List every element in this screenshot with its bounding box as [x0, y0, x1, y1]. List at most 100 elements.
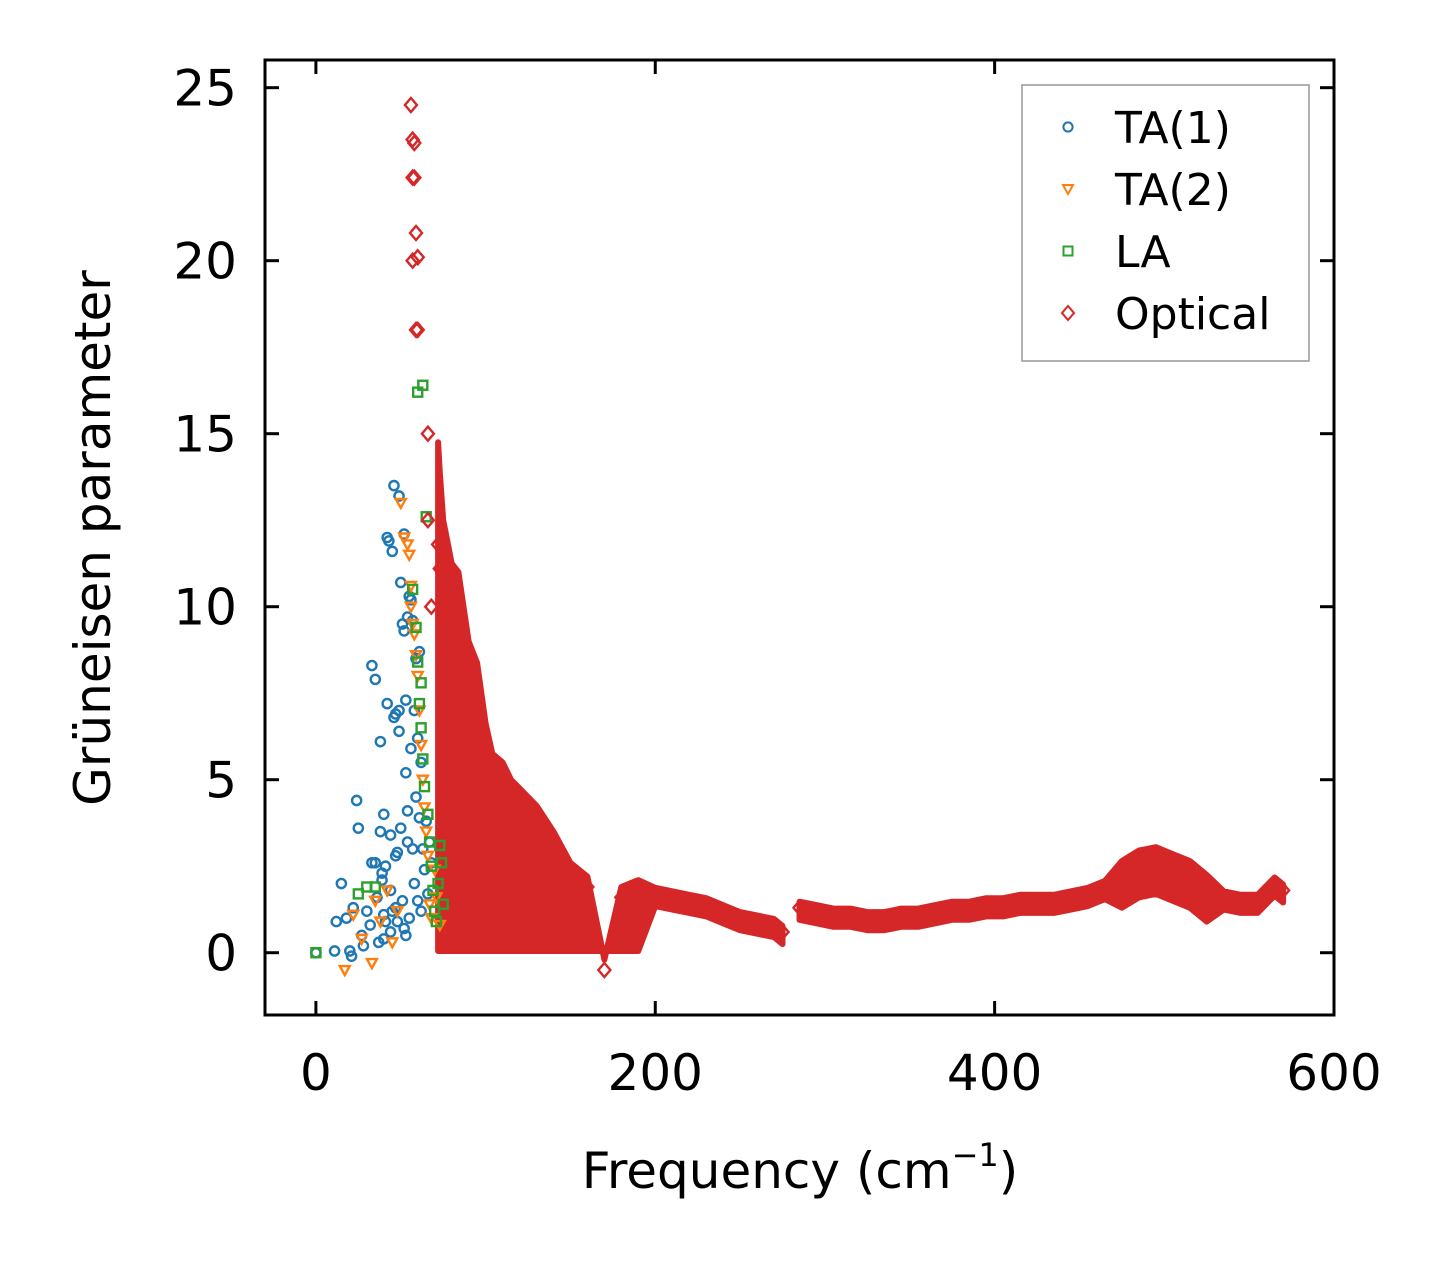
la-point: [310, 947, 322, 959]
optical-point: [681, 891, 697, 910]
ta-1-point: [386, 545, 399, 558]
ta-2-point: [414, 739, 429, 753]
ta-1-point: [420, 815, 432, 828]
optical-point: [664, 888, 680, 907]
optical-point: [944, 898, 960, 917]
ta-1-point: [369, 673, 382, 686]
la-point: [410, 621, 422, 634]
ta-1-point: [361, 905, 373, 917]
optical-point: [1046, 891, 1062, 910]
optical-point: [774, 923, 791, 941]
x-tick-label: 600: [1286, 1044, 1381, 1102]
ta-1-point: [364, 919, 377, 931]
ta-1-point: [410, 791, 422, 803]
y-axis-label: Grüneisen parameter: [64, 270, 122, 806]
optical-point: [420, 424, 436, 443]
legend-label-la: LA: [1115, 227, 1171, 278]
legend-label-optical: Optical: [1115, 289, 1270, 340]
la-point: [412, 386, 424, 398]
la-point: [369, 881, 381, 893]
ta-2-point: [354, 933, 369, 947]
ta-1-point: [388, 479, 400, 492]
optical-point: [435, 597, 451, 616]
optical-point: [579, 878, 595, 896]
optical-point: [408, 224, 424, 242]
ta-2-point: [364, 957, 379, 971]
ta-2-point: [368, 895, 383, 909]
legend: TA(1) TA(2) LA Optical: [1021, 84, 1310, 362]
legend-label-ta-1: TA(1): [1114, 103, 1231, 154]
legend-label-ta-2: TA(2): [1114, 165, 1231, 216]
y-tick-label: 25: [173, 60, 237, 118]
optical-point: [403, 96, 419, 114]
la-point: [437, 898, 449, 910]
ta-1-point: [393, 725, 405, 738]
ta-1-point: [330, 915, 343, 928]
optical-band-low-freq: [435, 439, 786, 963]
optical-point: [484, 784, 500, 803]
y-tick-label: 15: [173, 406, 237, 464]
ta-1-point: [347, 901, 360, 914]
optical-point: [406, 134, 422, 152]
optical-point: [1012, 891, 1028, 910]
ta-2-point: [419, 826, 434, 840]
legend-marker-la: [1062, 245, 1074, 257]
optical-point: [503, 805, 519, 824]
optical-point: [1199, 881, 1215, 900]
optical-point: [1029, 891, 1045, 910]
optical-point: [698, 895, 714, 914]
optical-point: [1114, 867, 1130, 886]
ta-2-point: [422, 899, 437, 912]
optical-point: [766, 916, 782, 934]
optical-point: [478, 760, 494, 779]
ta-1-point: [352, 822, 365, 834]
ta-1-point: [393, 704, 405, 717]
ta-2-point: [346, 909, 361, 923]
optical-point: [910, 905, 926, 924]
ta-2-point: [380, 885, 395, 898]
plot-frame: [263, 58, 1336, 1017]
ta-1-point: [400, 929, 412, 942]
optical-point: [528, 826, 545, 844]
la-point: [415, 677, 427, 689]
ta-2-point: [403, 601, 418, 615]
optical-point: [808, 902, 825, 921]
optical-point: [450, 639, 467, 658]
la-point: [413, 697, 426, 710]
data-points-layer: [310, 96, 1291, 979]
optical-point: [1097, 878, 1113, 896]
ta-2-point: [390, 905, 405, 919]
la-point: [406, 583, 419, 596]
optical-point: [927, 902, 943, 921]
optical-point: [1267, 874, 1283, 893]
optical-point: [1216, 888, 1232, 907]
ta-2-point: [397, 532, 412, 545]
optical-point: [859, 909, 875, 927]
ta-1-point: [383, 535, 395, 547]
ta-1-point: [374, 825, 387, 838]
ta-1-point: [377, 808, 390, 821]
optical-point: [406, 168, 422, 187]
optical-point: [647, 885, 663, 903]
optical-point: [1148, 853, 1164, 872]
optical-point: [461, 694, 477, 713]
optical-point: [423, 597, 439, 616]
optical-point: [596, 961, 612, 979]
optical-point: [961, 898, 977, 917]
ta-2-point: [417, 802, 432, 815]
optical-point: [494, 791, 511, 810]
optical-point: [732, 909, 748, 927]
ta-2-point: [393, 497, 408, 511]
optical-point: [408, 321, 424, 339]
optical-point: [562, 864, 579, 882]
ta-2-point: [410, 670, 425, 684]
ta-1-point: [369, 856, 382, 869]
optical-point: [469, 712, 485, 730]
ta-1-point: [335, 877, 348, 890]
ta-1-point: [396, 895, 409, 907]
x-tick-label: 200: [608, 1044, 703, 1102]
optical-point: [1250, 891, 1266, 910]
optical-point: [410, 248, 426, 267]
optical-point: [432, 559, 448, 578]
